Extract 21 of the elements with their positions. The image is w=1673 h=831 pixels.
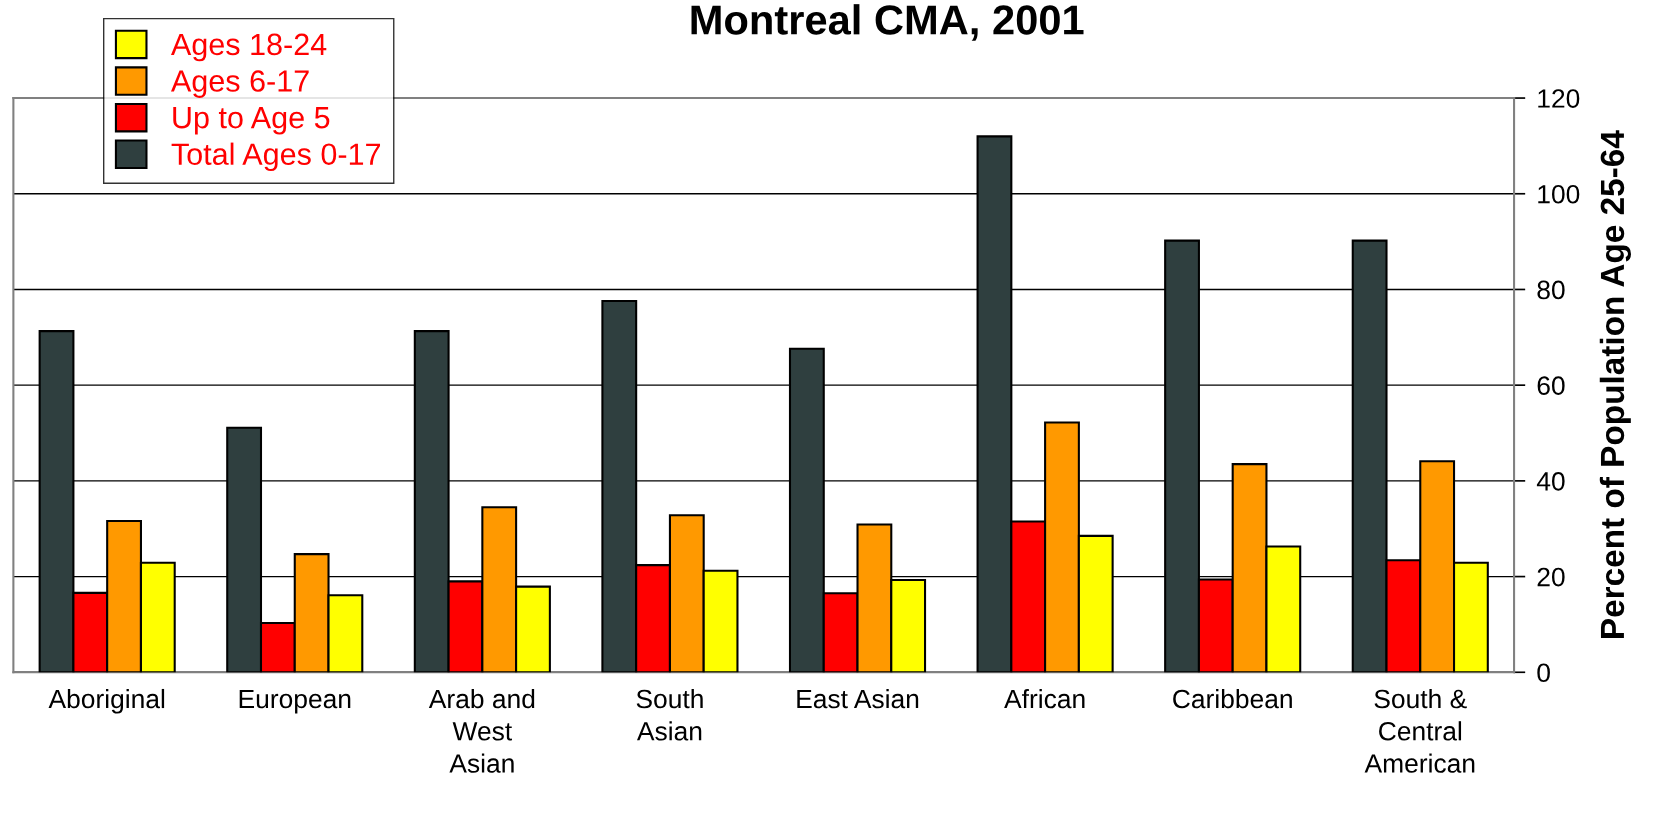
- y-tick-label: 80: [1537, 280, 1565, 300]
- x-tick-label: Caribbean: [1173, 688, 1292, 709]
- legend-label: Ages 6-17: [170, 70, 309, 98]
- x-tick-label: Aboriginal: [48, 688, 165, 714]
- legend-label: Up to Age 5: [173, 107, 330, 135]
- y-tick-label: 20: [1537, 567, 1565, 587]
- chart-title: Montreal CMA, 2001: [691, 4, 1084, 41]
- y-tick-label: 120: [1538, 89, 1580, 108]
- x-tick-label: East Asian: [797, 688, 919, 709]
- x-tick-label: Arab and West Asian: [428, 688, 535, 773]
- y-axis-title: Percent of Population Age 25-64: [1599, 130, 1631, 638]
- x-tick-label: European: [239, 689, 351, 714]
- y-tick-label: 0: [1537, 663, 1550, 683]
- legend-label: Total Ages 0-17: [171, 142, 381, 172]
- x-tick-label: South & Central American: [1364, 688, 1475, 773]
- y-tick-label: 60: [1537, 376, 1565, 395]
- x-tick-label: African: [1004, 688, 1085, 709]
- legend-label: Ages 18-24: [170, 33, 327, 62]
- y-tick-label: 100: [1538, 184, 1580, 204]
- x-tick-label: South Asian: [636, 688, 703, 741]
- y-tick-label: 40: [1536, 472, 1565, 491]
